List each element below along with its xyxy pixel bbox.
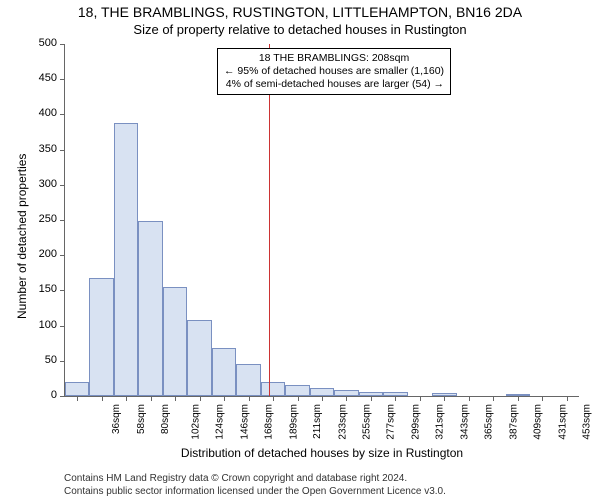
x-tick-label: 321sqm: [435, 404, 446, 440]
y-tick: [60, 396, 65, 397]
y-tick-label: 500: [25, 37, 57, 49]
y-tick: [60, 150, 65, 151]
histogram-bar: [187, 320, 211, 396]
x-tick: [298, 396, 299, 401]
y-tick-label: 300: [25, 178, 57, 190]
x-tick: [444, 396, 445, 401]
x-tick: [567, 396, 568, 401]
x-tick: [493, 396, 494, 401]
x-tick-label: 124sqm: [215, 404, 226, 440]
y-tick: [60, 290, 65, 291]
x-axis-label: Distribution of detached houses by size …: [65, 446, 579, 460]
y-tick-label: 50: [25, 354, 57, 366]
histogram-bar: [212, 348, 236, 396]
x-tick-label: 343sqm: [459, 404, 470, 440]
x-tick-label: 211sqm: [312, 404, 323, 439]
x-tick: [371, 396, 372, 401]
y-tick-label: 0: [25, 389, 57, 401]
histogram-bar: [310, 388, 334, 396]
histogram-bar: [65, 382, 89, 396]
footer-line-1: Contains HM Land Registry data © Crown c…: [64, 472, 446, 485]
x-tick-label: 168sqm: [264, 404, 275, 440]
histogram-bar: [285, 385, 309, 396]
x-tick: [469, 396, 470, 401]
x-tick: [346, 396, 347, 401]
x-tick: [273, 396, 274, 401]
y-tick: [60, 44, 65, 45]
y-tick: [60, 326, 65, 327]
x-tick-label: 233sqm: [337, 404, 348, 440]
histogram-bar: [236, 364, 260, 396]
x-tick: [102, 396, 103, 401]
annotation-line: ← 95% of detached houses are smaller (1,…: [224, 65, 444, 78]
x-tick-label: 36sqm: [111, 404, 122, 434]
x-tick-label: 277sqm: [386, 404, 397, 440]
histogram-bar: [138, 221, 162, 396]
x-tick: [518, 396, 519, 401]
annotation-line: 18 THE BRAMBLINGS: 208sqm: [224, 52, 444, 65]
x-tick-label: 299sqm: [411, 404, 422, 440]
x-tick-label: 146sqm: [239, 404, 250, 440]
x-tick-label: 453sqm: [582, 404, 593, 440]
reference-line: [269, 44, 270, 396]
histogram-bar: [89, 278, 113, 396]
histogram-bar: [261, 382, 285, 396]
x-tick: [542, 396, 543, 401]
x-tick: [175, 396, 176, 401]
x-tick: [77, 396, 78, 401]
y-tick: [60, 220, 65, 221]
x-tick-label: 102sqm: [190, 404, 201, 440]
x-tick: [224, 396, 225, 401]
x-tick-label: 409sqm: [533, 404, 544, 440]
y-tick-label: 200: [25, 248, 57, 260]
histogram-bar: [432, 393, 456, 396]
x-tick-label: 80sqm: [160, 404, 171, 434]
y-tick: [60, 79, 65, 80]
chart-plot-area: Number of detached propertiesDistributio…: [64, 44, 579, 397]
chart-title: 18, THE BRAMBLINGS, RUSTINGTON, LITTLEHA…: [0, 4, 600, 20]
chart-subtitle: Size of property relative to detached ho…: [0, 22, 600, 37]
x-tick: [200, 396, 201, 401]
chart-footer: Contains HM Land Registry data © Crown c…: [64, 472, 446, 498]
x-tick-label: 189sqm: [288, 404, 299, 440]
footer-line-2: Contains public sector information licen…: [64, 485, 446, 498]
x-tick: [249, 396, 250, 401]
y-tick: [60, 114, 65, 115]
y-tick-label: 350: [25, 143, 57, 155]
x-tick-label: 365sqm: [484, 404, 495, 440]
y-tick: [60, 255, 65, 256]
x-tick-label: 255sqm: [362, 404, 373, 440]
y-tick-label: 450: [25, 72, 57, 84]
histogram-bar: [114, 123, 138, 396]
histogram-bar: [334, 390, 358, 396]
histogram-bar: [163, 287, 187, 396]
x-tick-label: 431sqm: [557, 404, 568, 440]
y-tick: [60, 361, 65, 362]
x-tick: [322, 396, 323, 401]
x-tick: [126, 396, 127, 401]
histogram-bar: [506, 394, 530, 396]
x-tick: [420, 396, 421, 401]
x-tick: [151, 396, 152, 401]
y-tick-label: 400: [25, 107, 57, 119]
histogram-bar: [383, 392, 407, 396]
annotation-box: 18 THE BRAMBLINGS: 208sqm← 95% of detach…: [217, 48, 451, 95]
histogram-bar: [359, 392, 383, 396]
x-tick-label: 387sqm: [508, 404, 519, 440]
annotation-line: 4% of semi-detached houses are larger (5…: [224, 78, 444, 91]
y-tick-label: 250: [25, 213, 57, 225]
y-tick: [60, 185, 65, 186]
x-tick: [395, 396, 396, 401]
x-tick-label: 58sqm: [136, 404, 147, 434]
y-tick-label: 150: [25, 283, 57, 295]
y-tick-label: 100: [25, 319, 57, 331]
